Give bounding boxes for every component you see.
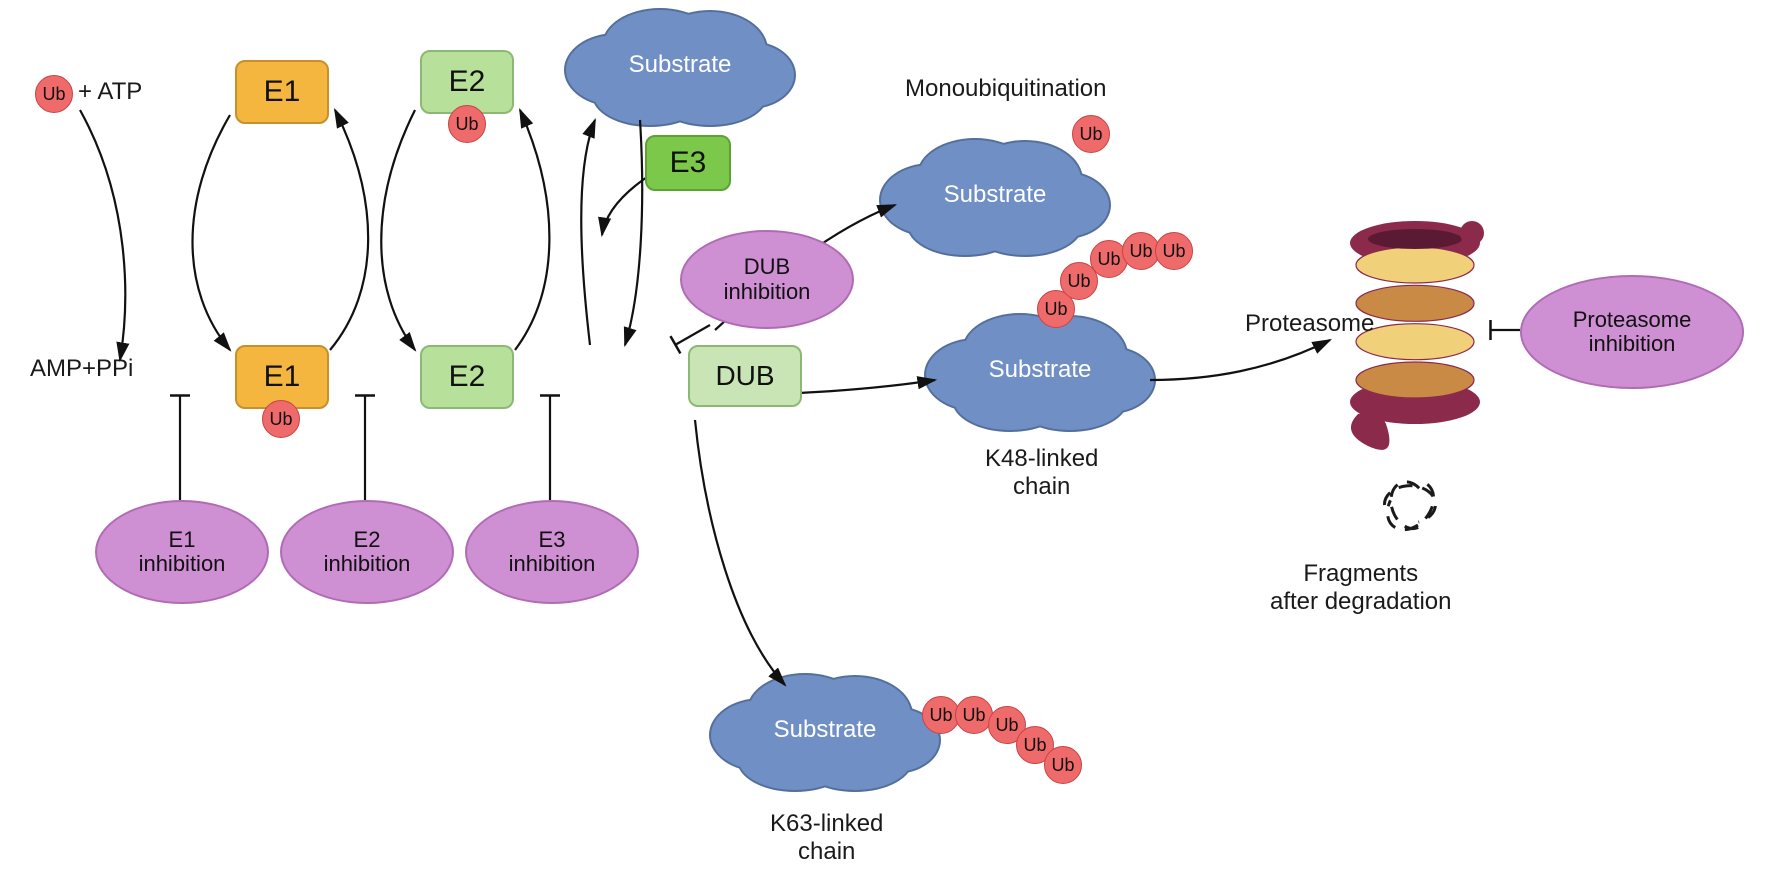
arrow-e2_to_sub_l bbox=[581, 120, 595, 345]
arrow-e1_cycle_l bbox=[193, 115, 231, 350]
substrate-k48-label: Substrate bbox=[940, 356, 1140, 384]
arrow-e1_cycle_r bbox=[330, 110, 368, 350]
inhibition-dub: DUB inhibition bbox=[680, 230, 854, 329]
label-proteasome: Proteasome bbox=[1245, 310, 1374, 338]
arrow-to_k63 bbox=[695, 420, 785, 685]
inhibition-e2: E2 inhibition bbox=[280, 500, 454, 604]
diagram-svg bbox=[0, 0, 1772, 890]
label-amp-ppi: AMP+PPi bbox=[30, 355, 133, 383]
ub-k48-4: Ub bbox=[1155, 232, 1193, 270]
dub: DUB bbox=[688, 345, 802, 407]
arrow-inh_dub bbox=[675, 325, 710, 345]
inhibition-proteasome: Proteasome inhibition bbox=[1520, 275, 1744, 389]
label-ub-atp: + ATP bbox=[78, 78, 142, 106]
inhibition-e3: E3 inhibition bbox=[465, 500, 639, 604]
ub-k63-4: Ub bbox=[1044, 746, 1082, 784]
label-k63: K63-linked chain bbox=[770, 810, 883, 865]
e1-top: E1 bbox=[235, 60, 329, 124]
ub-mono: Ub bbox=[1072, 115, 1110, 153]
label-fragments: Fragments after degradation bbox=[1270, 560, 1451, 615]
label-monoubiquitination: Monoubiquitination bbox=[905, 75, 1106, 103]
ub-free: Ub bbox=[35, 75, 73, 113]
fragments-icon bbox=[1379, 473, 1443, 539]
substrate-mono-label: Substrate bbox=[895, 181, 1095, 209]
ub-on-e1: Ub bbox=[262, 400, 300, 438]
arrow-k48_to_prot bbox=[1150, 340, 1330, 380]
substrate-k63-label: Substrate bbox=[725, 716, 925, 744]
arrow-e2_cycle_l bbox=[381, 110, 415, 350]
arrow-e2_cycle_r bbox=[515, 110, 549, 350]
e2-bottom: E2 bbox=[420, 345, 514, 409]
e3: E3 bbox=[645, 135, 731, 191]
ub-on-e2: Ub bbox=[448, 105, 486, 143]
arrow-sub_to_e2_r bbox=[625, 120, 642, 345]
inhibition-e1: E1 inhibition bbox=[95, 500, 269, 604]
label-k48: K48-linked chain bbox=[985, 445, 1098, 500]
substrate-top-label: Substrate bbox=[580, 51, 780, 79]
arrow-ub_to_e1 bbox=[80, 110, 125, 360]
